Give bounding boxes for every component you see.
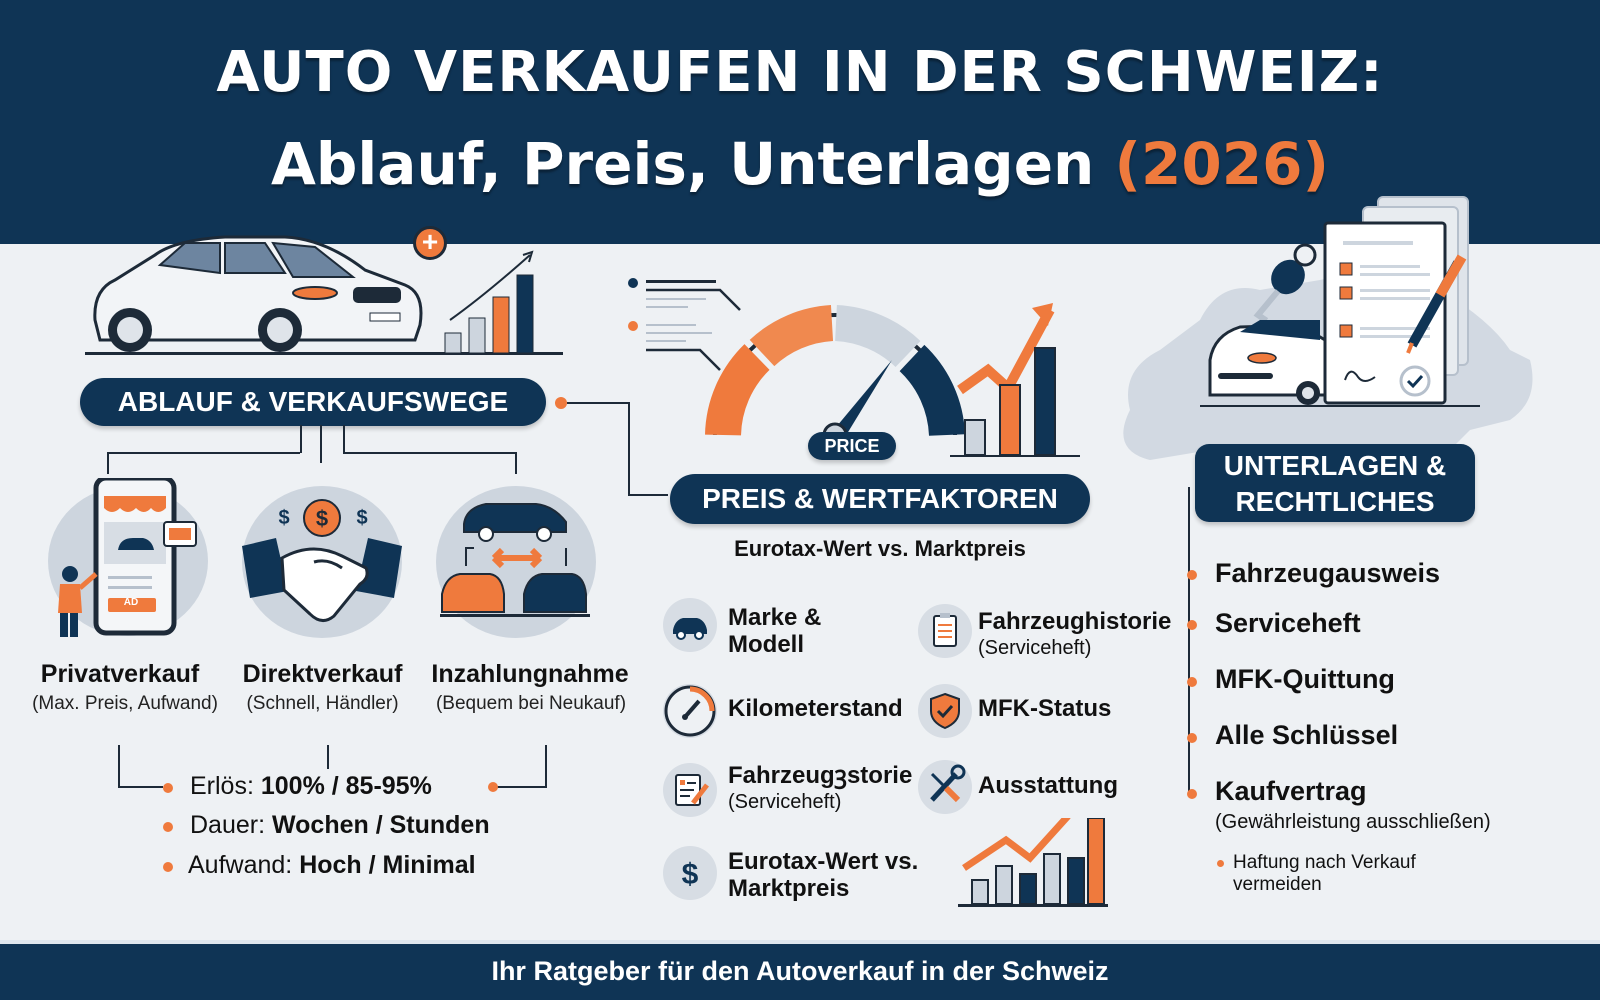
haftung-note: Haftung nach Verkauf vermeiden (1233, 852, 1416, 895)
connector-dot (555, 397, 567, 409)
branch-line (107, 452, 300, 454)
price-badge: PRICE (808, 432, 896, 460)
document-list-line (1188, 487, 1190, 792)
bullet-dot (1187, 733, 1197, 743)
bullet-dot (1187, 677, 1197, 687)
handshake-icon: $ $ $ (242, 499, 402, 622)
price-gauge-illustration (628, 278, 1080, 457)
svg-text:$: $ (278, 507, 289, 529)
comparison-dauer: Dauer: Wochen / Stunden (190, 811, 490, 839)
factor-mfk-status: MFK-Status (978, 695, 1112, 722)
car-icon (663, 598, 717, 652)
footer-banner: Ihr Ratgeber für den Autoverkauf in der … (0, 940, 1600, 1000)
comparison-aufwand: Aufwand: Hoch / Minimal (188, 851, 476, 879)
doc-item-kaufvertrag: Kaufvertrag (1215, 776, 1367, 806)
header-banner: AUTO VERKAUFEN IN DER SCHWEIZ: Ablauf, P… (0, 0, 1600, 244)
factor-marke-modell: Marke & Modell (728, 604, 822, 658)
wrench-screwdriver-icon (918, 760, 972, 814)
clipboard-icon (918, 604, 972, 658)
speedometer-icon (663, 684, 717, 738)
bullet-dot (163, 862, 173, 872)
bullet-dot (488, 782, 498, 792)
bullet-dot (1187, 620, 1197, 630)
method-subtitle-inzahlungnahme: (Bequem bei Neukauf) (435, 693, 627, 714)
branch-line (343, 425, 345, 453)
method-title-direktverkauf: Direktverkauf (242, 660, 403, 688)
kaufvertrag-note: (Gewährleistung ausschließen) (1215, 811, 1491, 833)
bullet-dot (1187, 570, 1197, 580)
doc-item-mfk-quittung: MFK-Quittung (1215, 664, 1395, 694)
doc-item-serviceheft: Serviceheft (1215, 608, 1361, 638)
hero-car-illustration (85, 235, 563, 355)
doc-item-alle-schluessel: Alle Schlüssel (1215, 720, 1399, 750)
year-label: (2026) (1114, 130, 1329, 198)
comparison-line (495, 786, 547, 788)
comparison-line (118, 745, 120, 787)
branch-line (300, 425, 302, 453)
dollar-icon: $ (663, 846, 717, 900)
comparison-line (545, 745, 547, 787)
document-pen-icon (663, 763, 717, 817)
section-heading-unterlagen: UNTERLAGEN & RECHTLICHES (1195, 444, 1475, 522)
section-heading-preis: PREIS & WERTFAKTOREN (670, 474, 1090, 524)
bullet-dot (163, 822, 173, 832)
method-title-privatverkauf: Privatverkauf (40, 660, 200, 688)
ad-label: AD (123, 597, 139, 608)
doc-item-fahrzeugausweis: Fahrzeugausweis (1215, 558, 1441, 588)
page-title: AUTO VERKAUFEN IN DER SCHWEIZ: (216, 40, 1384, 105)
page-subtitle: Ablauf, Preis, Unterlagen (2026) (271, 130, 1329, 198)
bullet-dot (1217, 860, 1224, 867)
factor-kilometerstand: Kilometerstand (728, 695, 903, 722)
comparison-line (118, 786, 163, 788)
growth-chart-icon (958, 818, 1108, 907)
method-subtitle-privatverkauf: (Max. Preis, Aufwand) (32, 693, 218, 714)
factor-eurotax: Eurotax-Wert vs. Marktpreis (728, 848, 919, 902)
factor-fahrzeughistorie-2: Fahrzeugꝫstorie (Serviceheft) (728, 762, 913, 813)
car-exchange-icon (440, 503, 590, 617)
method-subtitle-direktverkauf: (Schnell, Händler) (246, 693, 399, 714)
factor-ausstattung: Ausstattung (978, 772, 1118, 799)
connector-line (628, 402, 630, 495)
svg-text:$: $ (356, 507, 367, 529)
method-title-inzahlungnahme: Inzahlungnahme (431, 660, 629, 688)
branch-line (320, 425, 322, 463)
bullet-dot (1187, 789, 1197, 799)
connector-line (567, 402, 629, 404)
svg-text:$: $ (316, 506, 328, 531)
smartphone-ad-icon (58, 478, 197, 637)
comparison-line (327, 745, 329, 769)
plus-icon: + (413, 226, 447, 260)
footer-text: Ihr Ratgeber für den Autoverkauf in der … (491, 956, 1109, 986)
branch-line (107, 452, 109, 474)
comparison-erloes: Erlös: 100% / 85-95% (190, 772, 432, 800)
preis-subheading: Eurotax-Wert vs. Marktpreis (734, 536, 1026, 561)
connector-line (628, 494, 668, 496)
shield-check-icon (918, 684, 972, 738)
branch-line (515, 452, 517, 474)
section-heading-ablauf: ABLAUF & VERKAUFSWEGE (80, 378, 546, 426)
bullet-dot (163, 783, 173, 793)
branch-line (343, 452, 516, 454)
svg-text:$: $ (682, 858, 699, 891)
documents-key-car-icon (1200, 196, 1480, 407)
factor-fahrzeughistorie: Fahrzeughistorie (Serviceheft) (978, 608, 1172, 659)
